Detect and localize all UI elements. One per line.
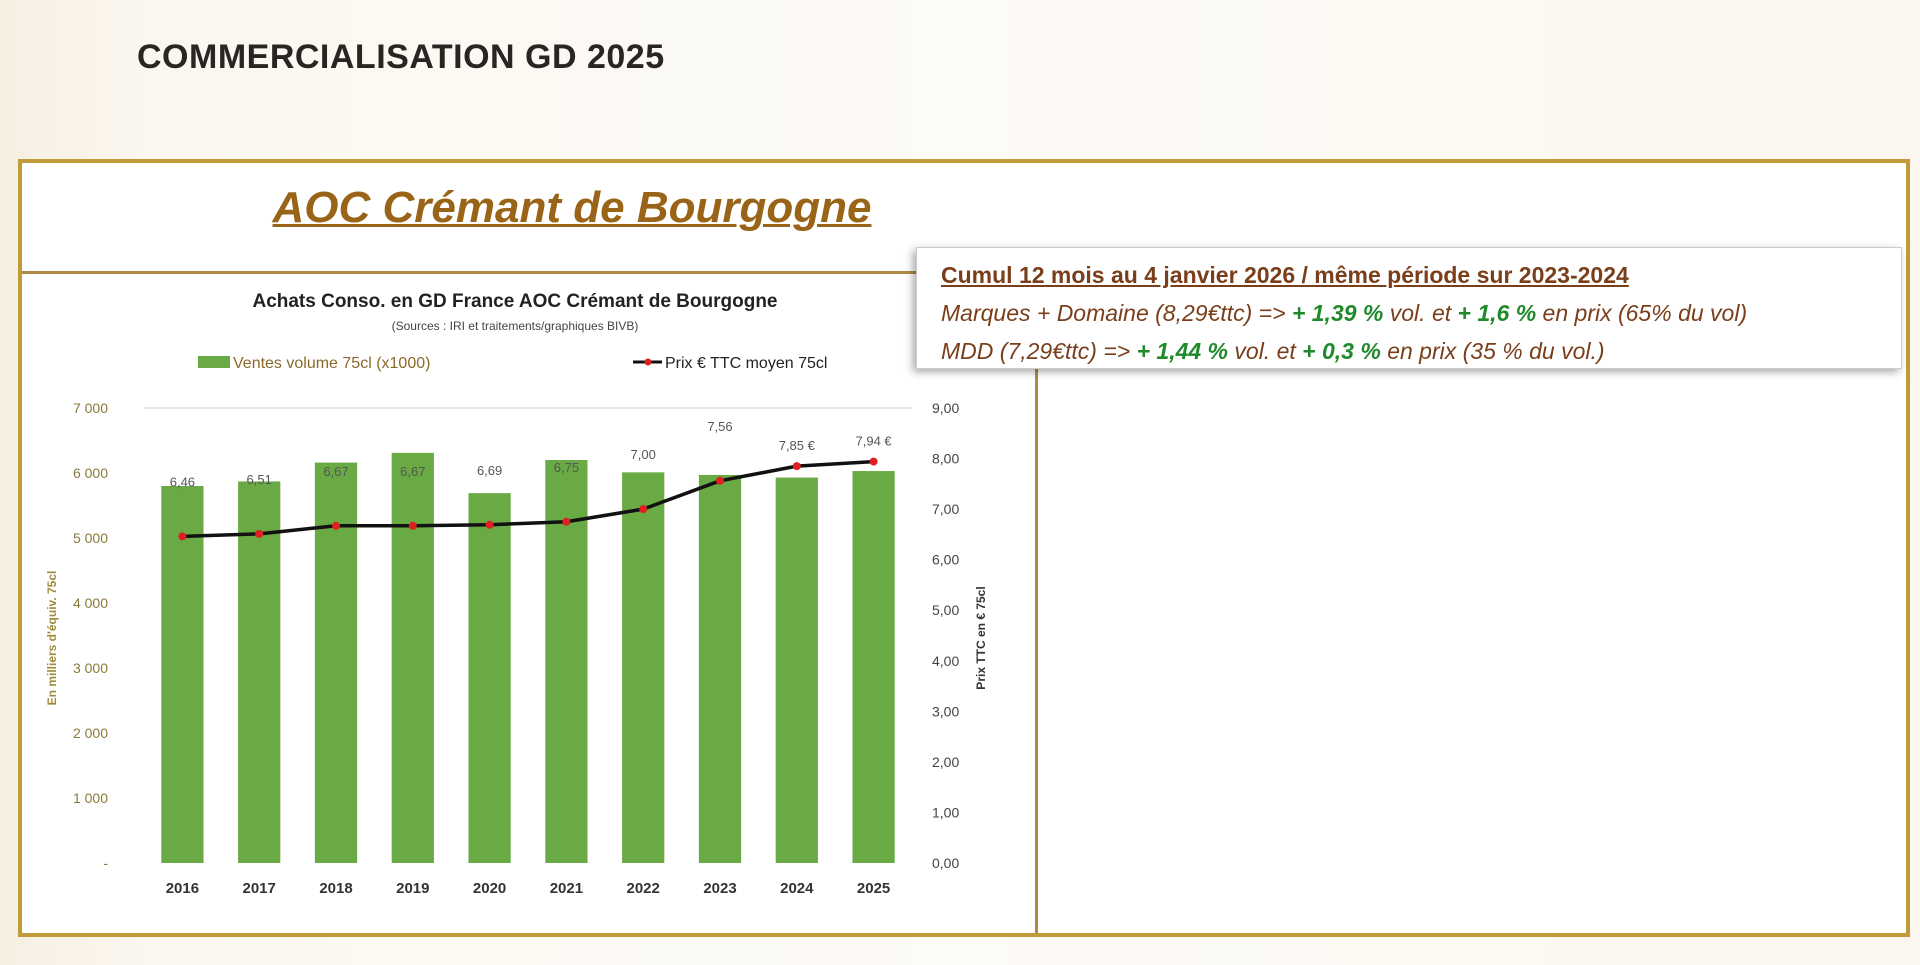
left-axis-label: En milliers d'équiv. 75cl (45, 571, 59, 706)
content-frame: AOC Crémant de Bourgogne Cumul 12 mois a… (18, 159, 1910, 937)
price-data-label: 6,69 (477, 463, 502, 478)
legend-line-label: Prix € TTC moyen 75cl (665, 355, 827, 372)
right-tick-label: 4,00 (932, 653, 959, 669)
right-tick-label: 0,00 (932, 855, 959, 871)
left-tick-label: 4 000 (73, 595, 108, 611)
price-data-label: 6,46 (170, 474, 195, 489)
left-tick-label: 6 000 (73, 465, 108, 481)
x-tick-label: 2022 (627, 880, 660, 897)
price-point-2022 (639, 505, 648, 514)
price-data-label: 6,75 (554, 460, 579, 475)
x-tick-label: 2017 (243, 880, 276, 897)
price-point-2017 (255, 529, 264, 538)
page-title: COMMERCIALISATION GD 2025 (137, 38, 665, 76)
right-tick-label: 9,00 (932, 400, 959, 416)
left-tick-label: 3 000 (73, 660, 108, 676)
left-tick-label: 1 000 (73, 790, 108, 806)
note-heading: Cumul 12 mois au 4 janvier 2026 / même p… (941, 262, 1629, 288)
bar-2022 (622, 472, 665, 863)
x-tick-label: 2023 (703, 880, 736, 897)
price-line (182, 459, 874, 539)
left-tick-label: - (103, 855, 108, 871)
price-point-2020 (485, 520, 494, 529)
right-tick-label: 5,00 (932, 602, 959, 618)
bar-2024 (775, 477, 818, 863)
legend-bar-label: Ventes volume 75cl (x1000) (233, 355, 430, 372)
summary-note: Cumul 12 mois au 4 janvier 2026 / même p… (916, 247, 1902, 369)
right-tick-label: 7,00 (932, 501, 959, 517)
bar-2023 (698, 474, 742, 863)
price-data-label: 7,94 € (856, 434, 893, 449)
note-line-brands: Marques + Domaine (8,29€ttc) => + 1,39 %… (941, 294, 1877, 332)
price-data-label: 6,67 (323, 464, 348, 479)
right-axis-label: Prix TTC en € 75cl (974, 586, 988, 689)
x-tick-label: 2024 (780, 880, 814, 897)
bar-2025 (852, 471, 895, 863)
price-point-2025 (869, 457, 878, 466)
text: MDD (7,29€ttc) => (941, 338, 1137, 364)
x-tick-label: 2020 (473, 880, 506, 897)
left-tick-label: 5 000 (73, 530, 108, 546)
vol-change: + 1,44 % (1136, 338, 1229, 364)
price-point-2018 (332, 521, 340, 530)
price-point-2024 (792, 462, 801, 471)
bar-2019 (391, 452, 434, 863)
x-tick-label: 2021 (550, 880, 583, 897)
x-tick-label: 2019 (396, 880, 429, 897)
price-data-label: 6,51 (247, 472, 272, 487)
left-tick-label: 2 000 (73, 725, 108, 741)
chart-subtitle: (Sources : IRI et traitements/graphiques… (392, 319, 639, 333)
price-point-2019 (408, 521, 417, 530)
bar-2021 (545, 460, 588, 863)
price-point-2023 (716, 476, 724, 485)
x-tick-label: 2025 (857, 880, 890, 897)
section-title: AOC Crémant de Bourgogne (272, 183, 872, 232)
chart: Achats Conso. en GD France AOC Crémant d… (45, 291, 988, 897)
divider (22, 271, 918, 274)
price-data-label: 6,67 (400, 464, 425, 479)
price-data-label: 7,85 € (779, 438, 816, 453)
right-tick-label: 8,00 (932, 451, 959, 467)
text: vol. et (1383, 300, 1458, 326)
x-tick-label: 2016 (166, 880, 199, 897)
text: vol. et (1228, 338, 1303, 364)
price-point-2016 (178, 532, 187, 541)
legend-line-marker (644, 358, 652, 366)
note-line-mdd: MDD (7,29€ttc) => + 1,44 % vol. et + 0,3… (941, 332, 1877, 370)
text: Marques + Domaine (8,29€ttc) => (941, 300, 1292, 326)
price-data-label: 7,56 (707, 419, 732, 434)
bar-2020 (468, 493, 511, 863)
x-tick-label: 2018 (319, 880, 352, 897)
price-change: + 0,3 % (1302, 338, 1381, 364)
legend-bar-swatch (198, 356, 230, 368)
bar-2016 (161, 486, 204, 863)
text: en prix (65% du vol) (1536, 300, 1748, 326)
right-tick-label: 2,00 (932, 754, 959, 770)
text: en prix (35 % du vol.) (1380, 338, 1605, 364)
vertical-divider (1035, 271, 1038, 933)
left-tick-label: 7 000 (73, 400, 108, 416)
right-tick-label: 6,00 (932, 552, 959, 568)
right-tick-label: 1,00 (932, 804, 959, 820)
bar-2017 (238, 481, 281, 863)
price-point-2021 (562, 517, 571, 526)
price-change: + 1,6 % (1457, 300, 1537, 326)
right-tick-label: 3,00 (932, 703, 959, 719)
chart-title: Achats Conso. en GD France AOC Crémant d… (252, 291, 777, 312)
vol-change: + 1,39 % (1291, 300, 1384, 326)
price-data-label: 7,00 (631, 447, 656, 462)
